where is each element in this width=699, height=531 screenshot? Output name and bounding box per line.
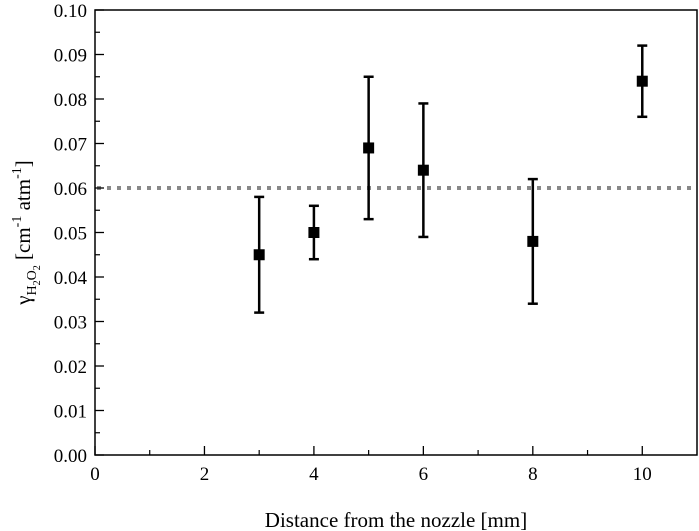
data-point	[308, 204, 320, 261]
y-label-sub-o: O	[25, 270, 40, 280]
y-tick-label: 0.10	[54, 1, 87, 22]
y-label-exp-2: -1	[10, 167, 25, 179]
square-marker	[308, 227, 320, 238]
y-tick-label: 0.09	[54, 46, 87, 67]
y-tick-label: 0.02	[54, 357, 87, 378]
y-tick-label: 0.07	[54, 135, 87, 156]
y-label-unit-open: [cm	[11, 227, 35, 265]
x-tick-label: 2	[200, 464, 210, 485]
square-marker	[253, 249, 265, 261]
square-marker	[363, 142, 375, 154]
y-axis-label: γH2O2 [cm-1 atm-1]	[10, 160, 43, 306]
x-tick-label: 6	[419, 464, 429, 485]
y-label-symbol: γ	[11, 295, 35, 305]
plot-frame	[94, 9, 698, 456]
y-tick-label: 0.06	[54, 179, 87, 200]
y-label-sub-2b: 2	[32, 265, 43, 270]
y-label-exp-1: -1	[10, 216, 25, 228]
ticks-layer: 0 2 4 6 8 10 0.00 0.01 0.02 0.03 0.04 0.05 0.06 0.07 0…	[54, 1, 652, 485]
data-layer	[253, 44, 648, 314]
y-label-unit-close: ]	[11, 160, 35, 167]
data-point	[253, 195, 265, 314]
x-tick-label: 4	[309, 464, 319, 485]
data-point	[363, 75, 375, 221]
y-tick-label: 0.08	[54, 90, 87, 111]
y-label-unit-mid: atm	[11, 179, 35, 216]
x-tick-label: 10	[633, 464, 652, 485]
y-tick-label: 0.05	[54, 224, 87, 245]
square-marker	[417, 164, 429, 176]
y-label-sub-h: H	[25, 285, 40, 295]
data-point	[417, 102, 429, 239]
y-label-sub-2a: 2	[32, 280, 43, 285]
x-tick-label: 8	[528, 464, 538, 485]
square-marker	[527, 235, 539, 247]
data-point	[636, 44, 648, 119]
x-tick-label: 0	[90, 464, 100, 485]
x-axis-label: Distance from the nozzle [mm]	[265, 508, 527, 531]
data-point	[527, 177, 539, 305]
y-tick-label: 0.03	[54, 313, 87, 334]
y-tick-label: 0.01	[54, 402, 87, 423]
y-tick-label: 0.04	[54, 268, 88, 289]
y-tick-label: 0.00	[54, 446, 87, 467]
square-marker	[636, 75, 648, 87]
